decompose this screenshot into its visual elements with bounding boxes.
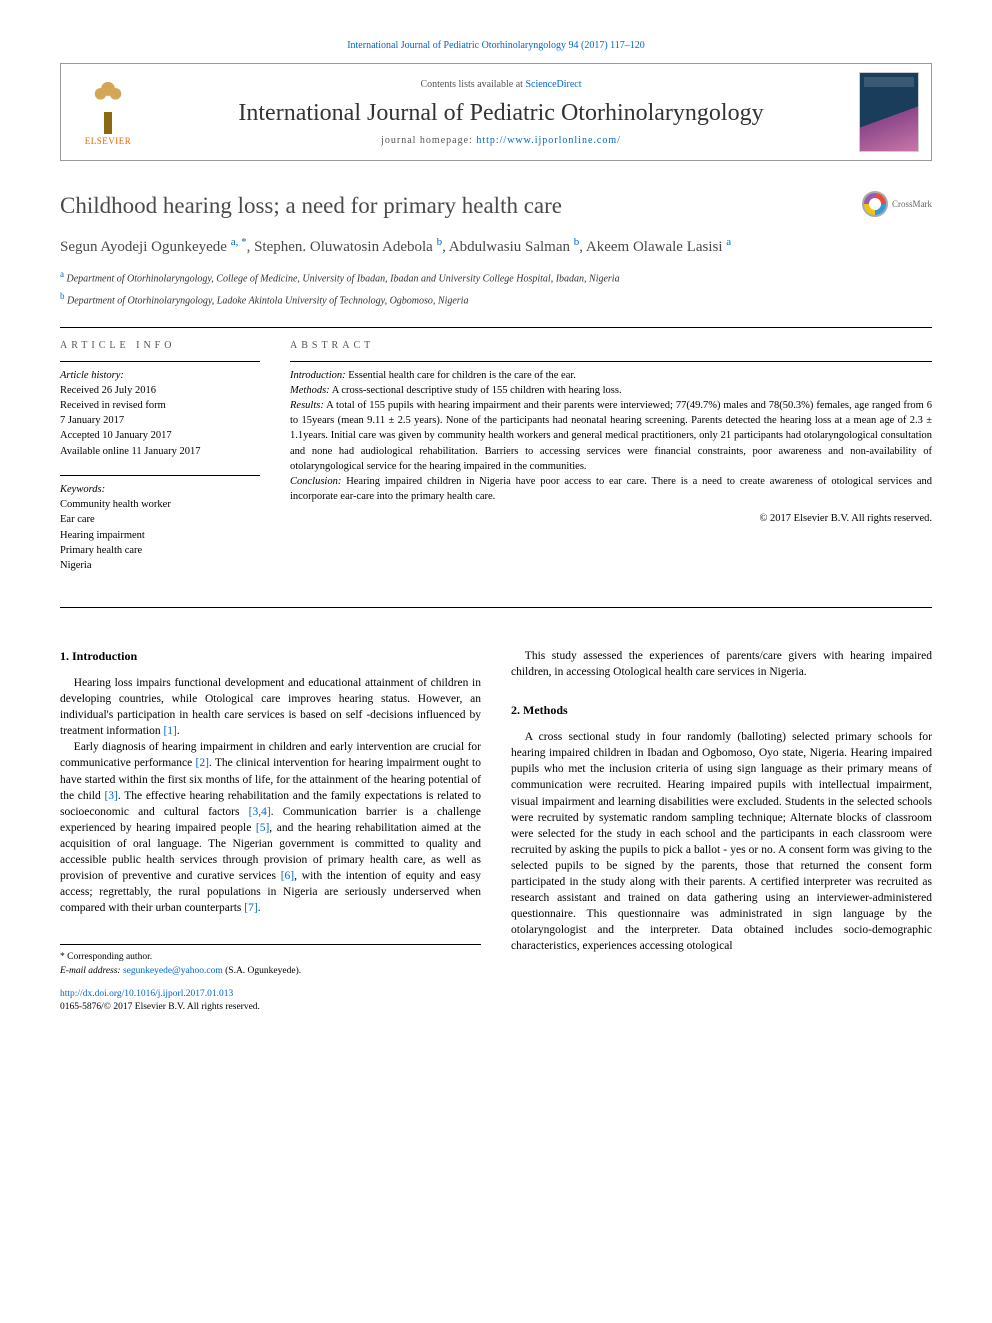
elsevier-logo-text: ELSEVIER	[85, 136, 132, 146]
article-title: Childhood hearing loss; a need for prima…	[60, 191, 842, 221]
body-columns: 1. Introduction Hearing loss impairs fun…	[60, 648, 932, 1014]
keyword: Community health worker	[60, 497, 260, 512]
contents-prefix: Contents lists available at	[420, 79, 525, 90]
right-column: This study assessed the experiences of p…	[511, 648, 932, 1014]
crossmark-widget[interactable]: CrossMark	[862, 191, 932, 217]
ref-link[interactable]: [6]	[281, 870, 294, 882]
history-header: Article history:	[60, 368, 260, 383]
keyword: Hearing impairment	[60, 528, 260, 543]
citation-line: International Journal of Pediatric Otorh…	[60, 40, 932, 51]
email-suffix: (S.A. Ogunkeyede).	[223, 966, 301, 976]
header-center: Contents lists available at ScienceDirec…	[159, 79, 843, 146]
corresponding-label: * Corresponding author.	[60, 951, 481, 964]
intro-continuation: This study assessed the experiences of p…	[511, 648, 932, 680]
divider	[60, 607, 932, 608]
title-row: Childhood hearing loss; a need for prima…	[60, 191, 932, 221]
elsevier-logo: ELSEVIER	[73, 72, 143, 152]
journal-name: International Journal of Pediatric Otorh…	[159, 100, 843, 127]
journal-homepage: journal homepage: http://www.ijporlonlin…	[159, 135, 843, 146]
left-column: 1. Introduction Hearing loss impairs fun…	[60, 648, 481, 1014]
journal-header: ELSEVIER Contents lists available at Sci…	[60, 63, 932, 161]
email-link[interactable]: segunkeyede@yahoo.com	[123, 966, 223, 976]
history-line: Received 26 July 2016	[60, 383, 260, 398]
abstract-copyright: © 2017 Elsevier B.V. All rights reserved…	[290, 511, 932, 526]
doi-link[interactable]: http://dx.doi.org/10.1016/j.ijporl.2017.…	[60, 989, 233, 999]
article-history-block: Article history: Received 26 July 2016Re…	[60, 361, 260, 459]
text: .	[177, 725, 180, 737]
affiliation: a Department of Otorhinolaryngology, Col…	[60, 268, 932, 286]
journal-cover-thumbnail	[859, 72, 919, 152]
elsevier-tree-icon	[83, 79, 133, 134]
section-heading-intro: 1. Introduction	[60, 648, 481, 665]
email-line: E-mail address: segunkeyede@yahoo.com (S…	[60, 965, 481, 978]
intro-para-2: Early diagnosis of hearing impairment in…	[60, 739, 481, 916]
ref-link[interactable]: [1]	[163, 725, 176, 737]
abstract-body: Introduction: Essential health care for …	[290, 361, 932, 526]
history-line: 7 January 2017	[60, 413, 260, 428]
info-abstract-row: ARTICLE INFO Article history: Received 2…	[60, 340, 932, 590]
intro-para-1: Hearing loss impairs functional developm…	[60, 675, 481, 739]
keyword: Primary health care	[60, 543, 260, 558]
abstract-lead: Results:	[290, 400, 324, 411]
abstract-lead: Introduction:	[290, 370, 346, 381]
article-info-column: ARTICLE INFO Article history: Received 2…	[60, 340, 260, 590]
contents-available: Contents lists available at ScienceDirec…	[159, 79, 843, 90]
email-label: E-mail address:	[60, 966, 123, 976]
ref-link[interactable]: [3]	[104, 790, 117, 802]
text: .	[258, 902, 261, 914]
abstract-text: Essential health care for children is th…	[346, 370, 576, 381]
corresponding-author-block: * Corresponding author. E-mail address: …	[60, 944, 481, 978]
history-line: Available online 11 January 2017	[60, 444, 260, 459]
homepage-prefix: journal homepage:	[381, 135, 476, 146]
crossmark-icon	[862, 191, 888, 217]
section-heading-methods: 2. Methods	[511, 702, 932, 719]
abstract-label: ABSTRACT	[290, 340, 932, 351]
crossmark-label: CrossMark	[892, 199, 932, 209]
issn-copyright: 0165-5876/© 2017 Elsevier B.V. All right…	[60, 1002, 260, 1012]
abstract-lead: Methods:	[290, 385, 330, 396]
homepage-link[interactable]: http://www.ijporlonline.com/	[476, 135, 621, 146]
ref-link[interactable]: [5]	[256, 822, 269, 834]
text: Hearing loss impairs functional developm…	[60, 677, 481, 737]
keywords-header: Keywords:	[60, 482, 260, 497]
abstract-text: A cross-sectional descriptive study of 1…	[330, 385, 622, 396]
history-line: Accepted 10 January 2017	[60, 428, 260, 443]
sciencedirect-link[interactable]: ScienceDirect	[525, 79, 581, 90]
ref-link[interactable]: [3,4]	[249, 806, 271, 818]
doi-block: http://dx.doi.org/10.1016/j.ijporl.2017.…	[60, 988, 481, 1015]
abstract-text: Hearing impaired children in Nigeria hav…	[290, 476, 932, 502]
divider	[60, 327, 932, 328]
ref-link[interactable]: [7]	[244, 902, 257, 914]
affiliation: b Department of Otorhinolaryngology, Lad…	[60, 290, 932, 308]
ref-link[interactable]: [2]	[196, 757, 209, 769]
abstract-column: ABSTRACT Introduction: Essential health …	[290, 340, 932, 590]
author-list: Segun Ayodeji Ogunkeyede a, *, Stephen. …	[60, 235, 932, 258]
keywords-block: Keywords: Community health workerEar car…	[60, 475, 260, 573]
methods-para-1: A cross sectional study in four randomly…	[511, 729, 932, 954]
history-line: Received in revised form	[60, 398, 260, 413]
article-info-label: ARTICLE INFO	[60, 340, 260, 351]
keyword: Nigeria	[60, 558, 260, 573]
keyword: Ear care	[60, 512, 260, 527]
abstract-lead: Conclusion:	[290, 476, 341, 487]
abstract-text: A total of 155 pupils with hearing impai…	[290, 400, 932, 472]
